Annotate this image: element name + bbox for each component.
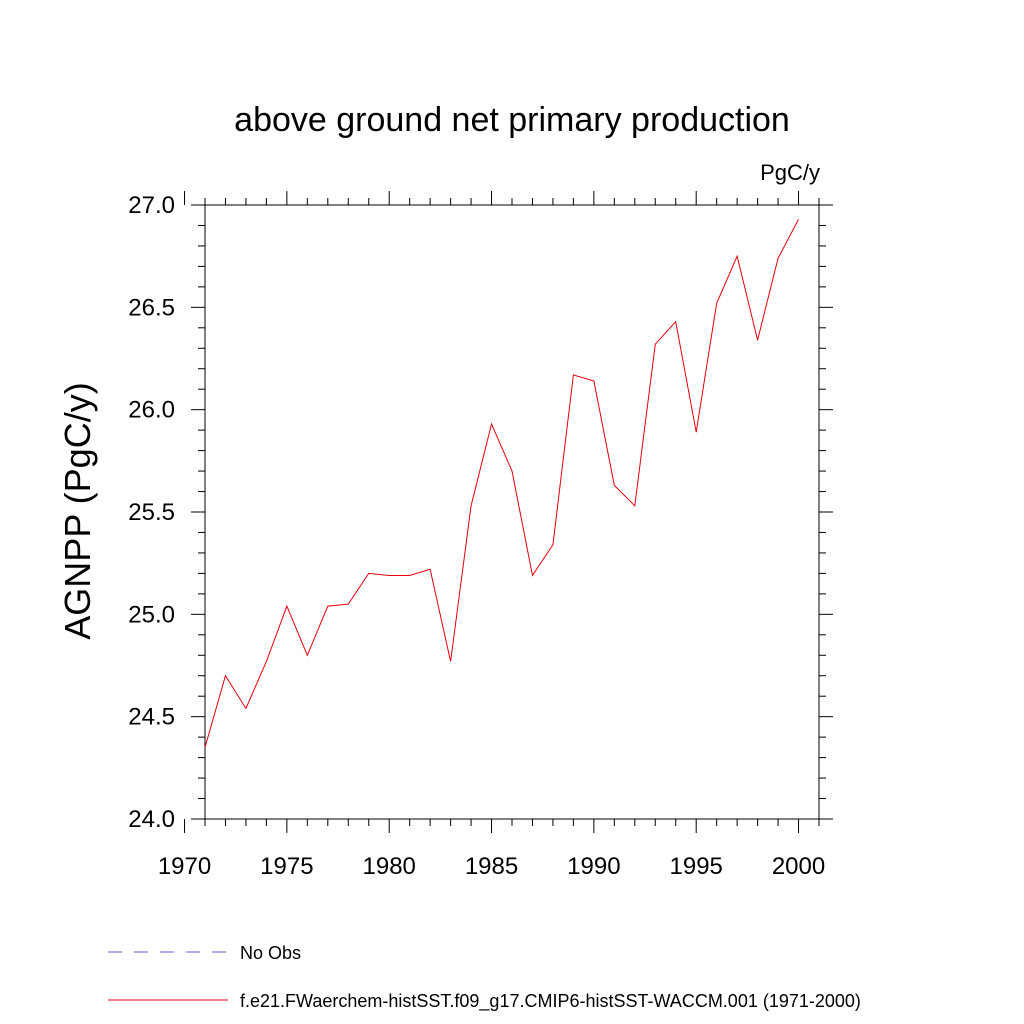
legend: No Obs f.e21.FWaerchem-histSST.f09_g17.CM…: [108, 943, 861, 1012]
x-tick-label: 2000: [772, 853, 825, 880]
series-line-1: [204, 219, 799, 748]
x-tick-label: 1990: [567, 853, 620, 880]
plot-frame: [204, 204, 820, 820]
units-label: PgC/y: [760, 160, 820, 185]
y-tick-label: 26.0: [128, 397, 175, 424]
y-tick-label: 24.5: [128, 704, 175, 731]
axis-ticks: [184, 191, 833, 833]
axis-tick-labels: 1970 1975 1980 1985 1990 1995 2000 24.0 24.5 25.0…: [128, 192, 825, 880]
y-tick-label: 26.5: [128, 294, 175, 321]
y-axis-label: AGNPP (PgC/y): [57, 382, 98, 639]
x-tick-label: 1975: [260, 853, 313, 880]
y-tick-label: 27.0: [128, 192, 175, 219]
x-tick-label: 1970: [158, 853, 211, 880]
legend-label-0: No Obs: [240, 943, 301, 963]
x-tick-label: 1980: [363, 853, 416, 880]
y-tick-label: 24.0: [128, 806, 175, 833]
series-layer: [204, 219, 799, 748]
y-tick-label: 25.0: [128, 601, 175, 628]
legend-label-1: f.e21.FWaerchem-histSST.f09_g17.CMIP6-hi…: [240, 991, 861, 1012]
x-tick-label: 1995: [670, 853, 723, 880]
chart-title: above ground net primary production: [234, 101, 790, 139]
y-tick-label: 25.5: [128, 499, 175, 526]
x-tick-label: 1985: [465, 853, 518, 880]
